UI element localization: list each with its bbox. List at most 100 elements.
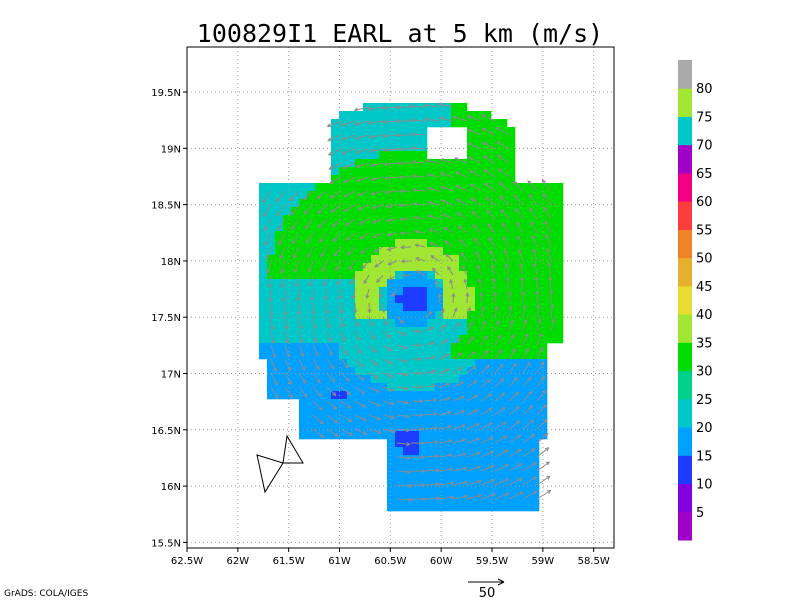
field-cell xyxy=(259,239,268,248)
wind-vector xyxy=(293,246,300,259)
field-cell xyxy=(299,327,308,336)
wind-vector-head xyxy=(418,385,423,390)
wind-vector-head xyxy=(289,394,293,399)
wind-vector xyxy=(484,183,496,192)
field-cell xyxy=(427,111,436,120)
field-cell xyxy=(427,391,436,400)
field-cell xyxy=(395,407,404,416)
field-cell xyxy=(491,287,500,296)
field-cell xyxy=(443,463,452,472)
field-cell xyxy=(427,287,436,296)
field-cell xyxy=(379,287,388,296)
field-cell xyxy=(483,359,492,368)
wind-vector xyxy=(396,414,409,418)
field-cell xyxy=(531,327,540,336)
wind-vector-head xyxy=(468,170,474,175)
field-cell xyxy=(531,191,540,200)
field-cell xyxy=(339,183,348,192)
wind-vector-head xyxy=(527,376,532,381)
wind-vector xyxy=(326,316,330,328)
field-cell xyxy=(507,311,516,320)
wind-vector xyxy=(292,232,300,244)
colorbar-label: 20 xyxy=(696,421,713,436)
field-cell xyxy=(451,463,460,472)
field-cell xyxy=(507,175,516,184)
wind-vector-head xyxy=(376,416,382,421)
field-cell xyxy=(435,391,444,400)
wind-vector xyxy=(320,246,328,257)
field-cell xyxy=(459,383,468,392)
wind-vector xyxy=(452,293,455,304)
field-cell xyxy=(531,495,540,504)
wind-vector-head xyxy=(462,264,466,270)
field-cell xyxy=(259,279,268,288)
field-cell xyxy=(403,423,412,432)
field-cell xyxy=(363,191,372,200)
field-cell xyxy=(387,247,396,256)
field-cell xyxy=(355,279,364,288)
field-cell xyxy=(299,255,308,264)
field-cell xyxy=(307,359,316,368)
field-cell xyxy=(315,407,324,416)
wind-vector-head xyxy=(264,241,269,246)
wind-vector-head xyxy=(436,496,441,501)
wind-vector-head xyxy=(551,317,556,323)
wind-vector xyxy=(355,120,370,125)
wind-vector-head xyxy=(493,291,498,296)
wind-vector-head xyxy=(343,193,348,198)
field-cell xyxy=(339,327,348,336)
field-cell xyxy=(307,239,316,248)
field-cell xyxy=(515,207,524,216)
field-cell xyxy=(355,215,364,224)
wind-vector-head xyxy=(410,118,415,123)
field-cell xyxy=(475,239,484,248)
wind-vector xyxy=(370,176,384,181)
field-cell xyxy=(523,495,532,504)
field-cell xyxy=(387,231,396,240)
field-cell xyxy=(283,367,292,376)
credit-text: GrADS: COLA/IGES xyxy=(4,589,88,599)
field-cell xyxy=(259,183,268,192)
field-cell xyxy=(331,255,340,264)
wind-vector-head xyxy=(396,132,401,138)
field-cell xyxy=(299,199,308,208)
field-cell xyxy=(523,279,532,288)
field-cell xyxy=(435,199,444,208)
wind-vector-head xyxy=(550,303,555,308)
wind-vector xyxy=(496,141,510,150)
wind-vector-head xyxy=(469,183,475,188)
wind-vector-head xyxy=(284,325,289,331)
field-cell xyxy=(435,335,444,344)
wind-vector-head xyxy=(400,259,406,264)
wind-vector-head xyxy=(499,363,504,368)
field-cell xyxy=(555,183,564,192)
field-cell xyxy=(307,215,316,224)
wind-vector-head xyxy=(269,312,274,317)
field-cell xyxy=(435,487,444,496)
field-cell xyxy=(483,199,492,208)
wind-vector-head xyxy=(371,335,376,340)
wind-vector xyxy=(357,176,370,182)
field-cell xyxy=(475,311,484,320)
field-cell xyxy=(419,479,428,488)
field-cell xyxy=(371,103,380,112)
wind-vector-head xyxy=(544,432,549,438)
field-cell xyxy=(363,407,372,416)
wind-vector xyxy=(263,218,272,231)
field-cell xyxy=(259,223,268,232)
field-cell xyxy=(435,231,444,240)
field-cell xyxy=(419,431,428,440)
wind-vector xyxy=(491,264,496,276)
wind-vector-head xyxy=(460,395,465,400)
wind-vector-head xyxy=(428,311,433,316)
field-cell xyxy=(451,223,460,232)
wind-vector xyxy=(517,235,524,248)
wind-vector xyxy=(382,316,388,326)
field-cell xyxy=(387,375,396,384)
wind-vector xyxy=(501,222,510,234)
field-cell xyxy=(507,215,516,224)
field-cell xyxy=(347,271,356,280)
field-cell xyxy=(323,423,332,432)
field-cell xyxy=(443,303,452,312)
field-cell xyxy=(379,367,388,376)
